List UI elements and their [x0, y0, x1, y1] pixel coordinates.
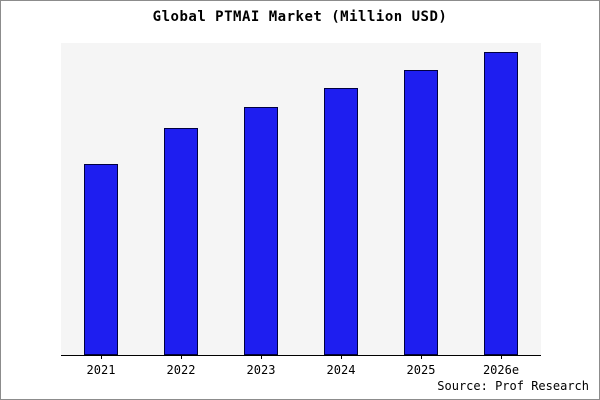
tick-mark — [181, 355, 182, 359]
x-tick-label: 2025 — [381, 355, 461, 377]
bar — [404, 70, 438, 355]
x-tick-label: 2022 — [141, 355, 221, 377]
x-tick-label: 2021 — [61, 355, 141, 377]
chart-title: Global PTMAI Market (Million USD) — [152, 9, 448, 25]
bar-slot — [221, 43, 301, 355]
source-text: Source: Prof Research — [437, 379, 589, 393]
bar — [164, 127, 198, 355]
bar-slot — [61, 43, 141, 355]
tick-mark — [501, 355, 502, 359]
bars-container — [61, 43, 541, 355]
tick-mark — [341, 355, 342, 359]
bar — [484, 52, 518, 355]
plot-area — [61, 43, 541, 356]
bar — [84, 164, 118, 355]
bar-slot — [141, 43, 221, 355]
x-tick-label: 2024 — [301, 355, 381, 377]
bar-slot — [461, 43, 541, 355]
tick-mark — [101, 355, 102, 359]
bar-slot — [301, 43, 381, 355]
bar — [324, 88, 358, 355]
x-tick-label: 2026e — [461, 355, 541, 377]
x-tick-label: 2023 — [221, 355, 301, 377]
x-axis-labels: 2021 2022 2023 2024 2025 2026e — [61, 355, 541, 377]
bar — [244, 106, 278, 355]
tick-mark — [421, 355, 422, 359]
tick-mark — [261, 355, 262, 359]
bar-slot — [381, 43, 461, 355]
